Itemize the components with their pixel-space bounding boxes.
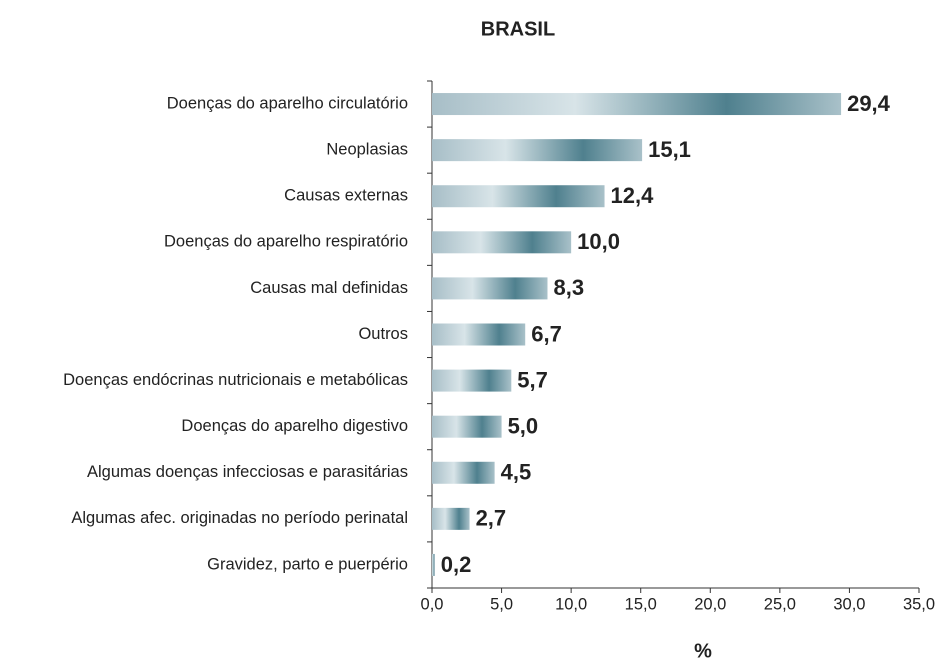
y-tick-label: Neoplasias <box>326 140 408 158</box>
x-tick-label: 5,0 <box>490 595 513 613</box>
y-tick-label: Causas externas <box>284 187 408 205</box>
bar <box>432 231 572 254</box>
x-tick-label: 20,0 <box>694 595 726 613</box>
value-label: 4,5 <box>501 460 532 485</box>
bar <box>432 461 495 484</box>
y-tick-label: Gravidez, parto e puerpério <box>207 555 408 573</box>
value-label: 5,7 <box>517 367 548 392</box>
bar <box>432 93 842 116</box>
value-label: 6,7 <box>531 321 562 346</box>
value-label: 8,3 <box>553 275 584 300</box>
y-tick-label: Algumas afec. originadas no período peri… <box>71 509 408 527</box>
bar <box>432 277 548 300</box>
value-label: 29,4 <box>847 91 891 116</box>
value-label: 2,7 <box>476 506 507 531</box>
y-tick-label: Doenças do aparelho digestivo <box>181 417 408 435</box>
y-tick-label: Doenças do aparelho circulatório <box>167 94 408 112</box>
value-label: 10,0 <box>577 229 620 254</box>
x-tick-label: 25,0 <box>764 595 796 613</box>
value-label: 0,2 <box>441 552 472 577</box>
y-tick-label: Doenças endócrinas nutricionais e metabó… <box>63 371 408 389</box>
bar <box>432 323 526 346</box>
value-label: 12,4 <box>611 183 655 208</box>
y-tick-label: Algumas doenças infecciosas e parasitári… <box>87 463 408 481</box>
x-tick-label: 10,0 <box>555 595 587 613</box>
bar <box>432 139 643 162</box>
bar <box>432 185 605 208</box>
chart-title: BRASIL <box>481 18 555 40</box>
x-tick-label: 15,0 <box>625 595 657 613</box>
bar <box>432 553 435 576</box>
x-axis-label: % <box>694 640 712 662</box>
y-tick-label: Outros <box>358 325 408 343</box>
x-tick-label: 30,0 <box>833 595 865 613</box>
bar <box>432 507 470 530</box>
x-tick-label: 0,0 <box>421 595 444 613</box>
y-tick-label: Causas mal definidas <box>250 279 408 297</box>
x-tick-label: 35,0 <box>903 595 935 613</box>
y-tick-label: Doenças do aparelho respiratório <box>164 233 408 251</box>
bar <box>432 369 512 392</box>
value-label: 5,0 <box>508 413 539 438</box>
bar <box>432 415 502 438</box>
value-label: 15,1 <box>648 137 691 162</box>
